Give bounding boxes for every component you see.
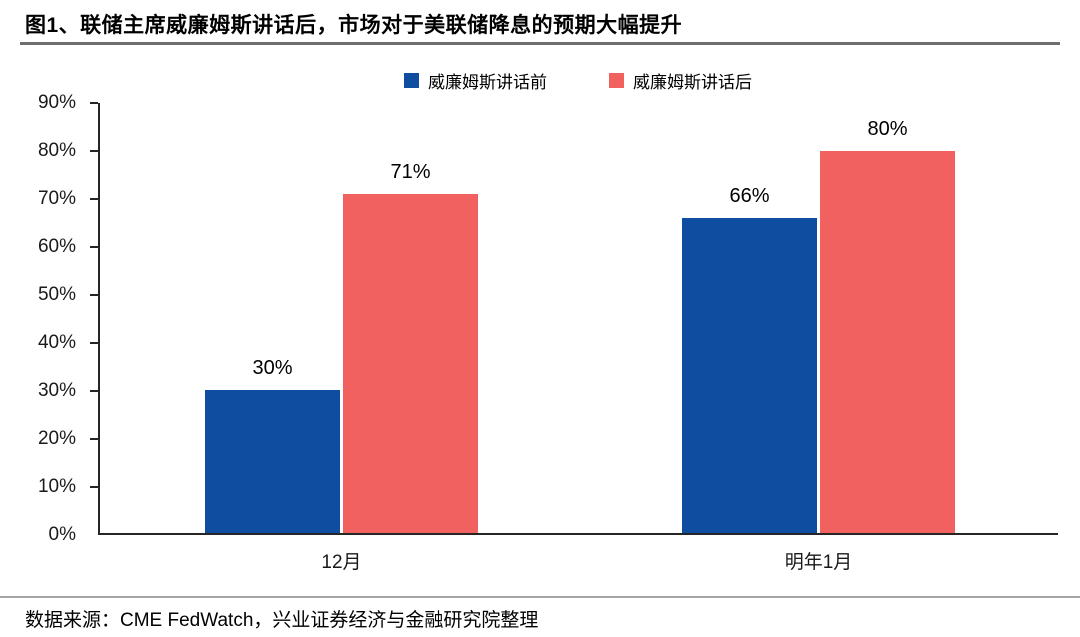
y-axis-tick-mark [90,102,98,104]
y-axis-tick-mark [90,486,98,488]
bar-value-label: 30% [252,356,293,379]
legend-swatch-icon [404,73,419,88]
y-axis-tick-label: 70% [37,188,76,209]
bar-value-label: 71% [390,160,431,183]
y-axis-tick-label: 30% [37,380,76,401]
legend-swatch-icon [609,73,624,88]
y-axis-tick-mark [90,342,98,344]
plot-area: 30% 71% 12月 66% 80% 明年1月 [90,102,1058,573]
title-divider [20,42,1060,45]
y-axis-labels: 0% 10% 20% 30% 40% 50% 60% 70% 80% 90% [0,92,90,545]
bar-group-12月: 30% 71% 12月 [205,103,478,573]
y-axis-tick-mark [90,390,98,392]
bar-value-label: 66% [729,184,770,207]
bar-威廉姆斯讲话前-明年1月: 66% [682,185,817,533]
y-axis-tick-label: 10% [37,476,76,497]
x-axis-category-label: 明年1月 [784,552,853,573]
y-axis-tick-label: 60% [37,236,76,257]
footer-divider [0,596,1080,598]
y-axis-tick-label: 50% [37,284,76,305]
y-axis-tick-mark [90,246,98,248]
y-axis-tick-mark [90,294,98,296]
y-axis-tick-label: 20% [37,428,76,449]
bar-威廉姆斯讲话前-12月: 30% [205,357,340,533]
y-axis-tick-label: 80% [37,140,76,161]
bar-group-明年1月: 66% 80% 明年1月 [682,103,955,573]
figure-title: 图1、联储主席威廉姆斯讲话后，市场对于美联储降息的预期大幅提升 [25,14,683,37]
bar-value-label: 80% [867,117,908,140]
legend-item-0: 威廉姆斯讲话前 [404,68,547,93]
legend-label: 威廉姆斯讲话后 [633,73,752,92]
y-axis-tick-mark [90,150,98,152]
legend-item-1: 威廉姆斯讲话后 [609,68,752,93]
y-axis-tick-mark [90,198,98,200]
bar-威廉姆斯讲话后-12月: 71% [343,161,478,533]
bar-威廉姆斯讲话后-明年1月: 80% [820,118,955,533]
y-axis-tick-label: 40% [37,332,76,353]
source-note: 数据来源：CME FedWatch，兴业证券经济与金融研究院整理 [25,610,539,631]
y-axis-tick-mark [90,438,98,440]
y-axis-tick-label: 90% [37,92,76,113]
x-axis-category-label: 12月 [321,552,362,573]
chart-legend: 威廉姆斯讲话前 威廉姆斯讲话后 [98,68,1058,93]
y-axis-tick-label: 0% [48,524,76,545]
legend-label: 威廉姆斯讲话前 [428,73,547,92]
